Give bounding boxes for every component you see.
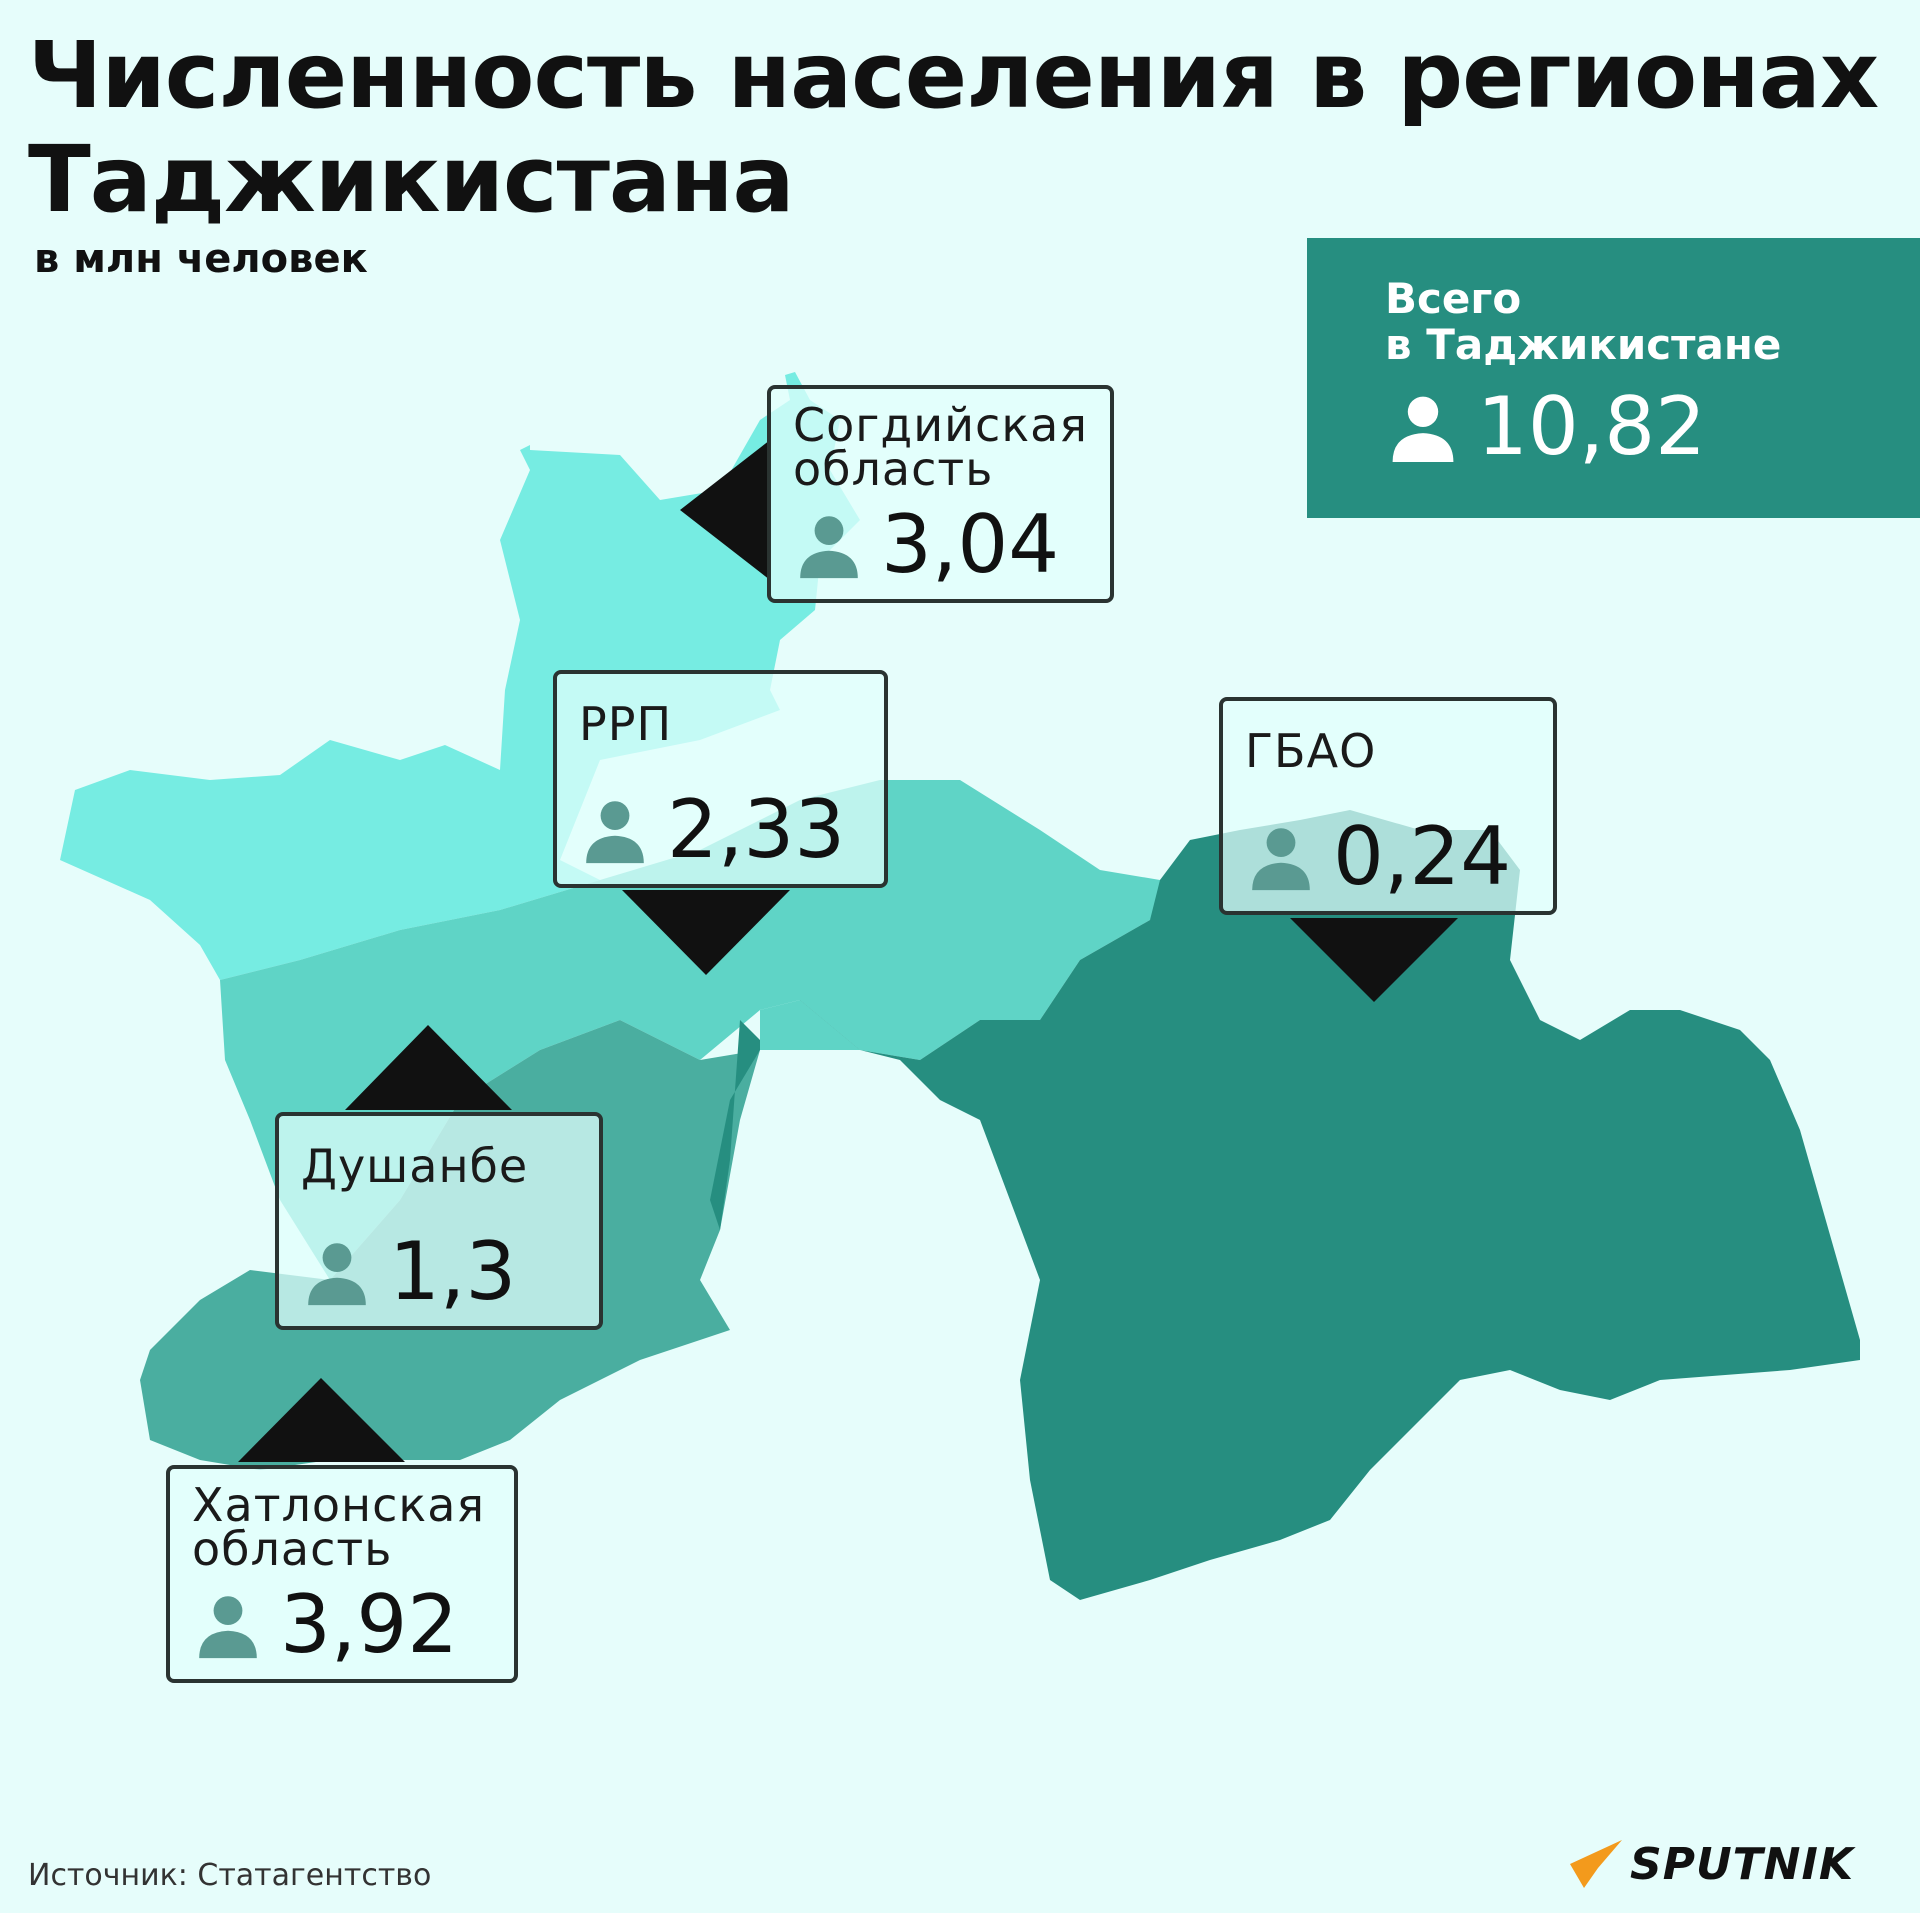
- pointer-dushanbe: [345, 1025, 512, 1110]
- region-gbao: [710, 810, 1860, 1600]
- person-icon: [199, 1596, 257, 1659]
- pointer-gbao: [1290, 918, 1458, 1002]
- region-value-row: 1,3: [301, 1232, 516, 1312]
- region-name: ГБАО: [1245, 724, 1377, 778]
- total-value: 10,82: [1477, 380, 1707, 473]
- total-value-row: 10,82: [1385, 380, 1706, 473]
- region-card-khatlon: Хатлонская область 3,92: [166, 1465, 518, 1683]
- person-icon: [800, 516, 858, 579]
- region-value: 3,92: [280, 1578, 459, 1671]
- region-name: РРП: [579, 697, 673, 751]
- total-label: Всего в Таджикистане: [1385, 274, 1782, 369]
- region-card-sughd: Согдийская область 3,04: [767, 385, 1114, 603]
- pointer-rrp: [622, 890, 790, 975]
- person-icon: [308, 1243, 366, 1306]
- sputnik-logo-text: SPUTNIK: [1630, 1838, 1854, 1890]
- region-rrp-south: [760, 1000, 860, 1050]
- region-card-dushanbe: Душанбе 1,3: [275, 1112, 603, 1330]
- region-value: 3,04: [881, 498, 1060, 591]
- sputnik-logo-icon: [1570, 1840, 1622, 1888]
- region-value: 1,3: [389, 1225, 517, 1318]
- region-card-rrp: РРП 2,33: [553, 670, 888, 888]
- region-value: 2,33: [667, 783, 846, 876]
- page-subtitle: в млн человек: [34, 236, 368, 282]
- pointer-khatlon: [238, 1378, 405, 1462]
- person-icon: [1252, 828, 1310, 891]
- region-name: Душанбе: [301, 1139, 529, 1193]
- page-title-line1: Численность населения в регионах: [28, 22, 1879, 129]
- person-icon: [586, 801, 644, 864]
- region-value: 0,24: [1333, 810, 1512, 903]
- region-value-row: 0,24: [1245, 817, 1511, 897]
- pointer-sughd: [680, 440, 770, 580]
- region-value-row: 2,33: [579, 790, 845, 870]
- sputnik-logo: SPUTNIK: [1568, 1838, 1854, 1890]
- region-sughd: [60, 372, 860, 980]
- region-name: Согдийская область: [793, 398, 1088, 496]
- page-title: Численность населения в регионах Таджики…: [28, 22, 1879, 233]
- region-rrp: [220, 780, 1180, 1280]
- person-icon: [1392, 396, 1454, 462]
- source-note: Источник: Статагентство: [28, 1858, 432, 1893]
- region-value-row: 3,92: [192, 1585, 458, 1665]
- region-value-row: 3,04: [793, 505, 1059, 585]
- region-name: Хатлонская область: [192, 1478, 486, 1576]
- region-card-gbao: ГБАО 0,24: [1219, 697, 1557, 915]
- total-population-box: Всего в Таджикистане 10,82: [1307, 238, 1920, 518]
- page-title-line2: Таджикистана: [28, 126, 795, 233]
